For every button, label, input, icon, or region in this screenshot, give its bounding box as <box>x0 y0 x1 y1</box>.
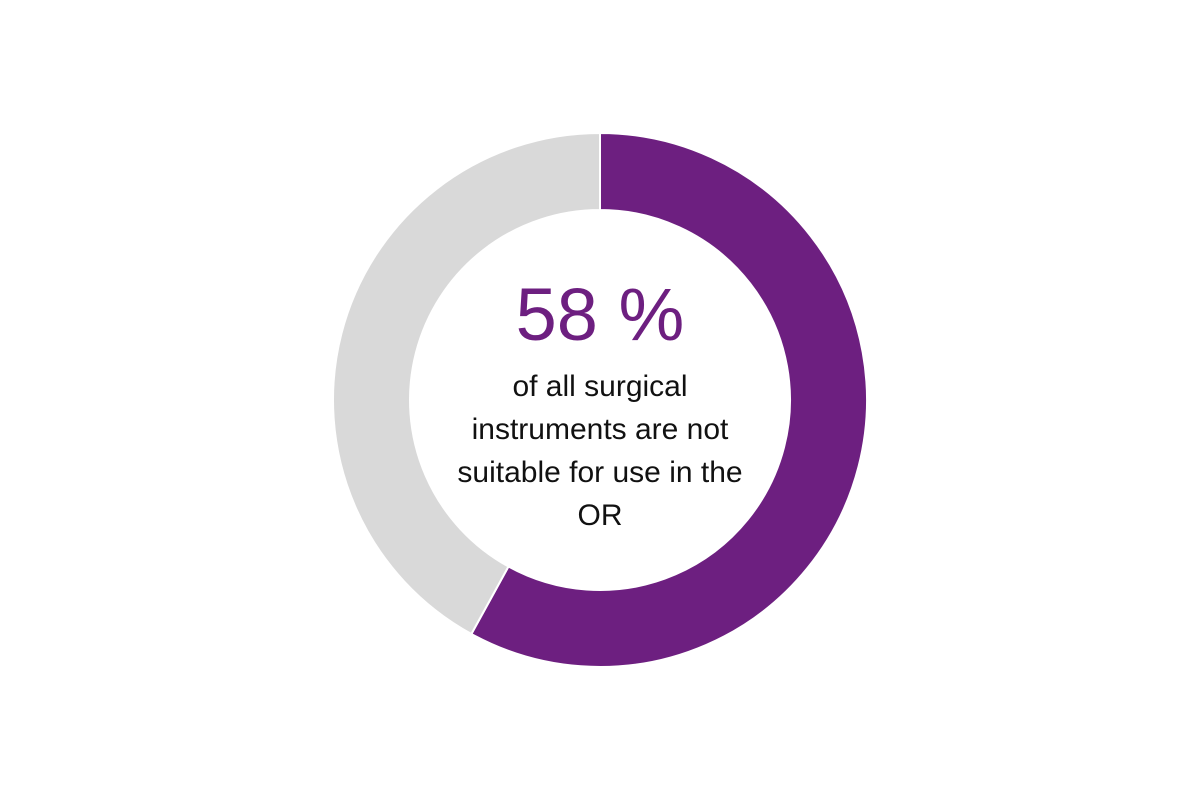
center-value-label: 58 % <box>515 273 685 356</box>
donut-segment <box>332 131 601 636</box>
description: of all surgical instruments are not suit… <box>457 370 743 532</box>
donut-segment <box>470 131 868 668</box>
